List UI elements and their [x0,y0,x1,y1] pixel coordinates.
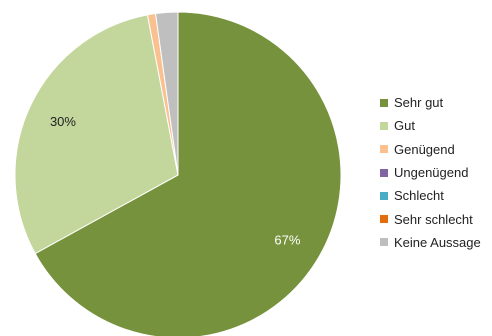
legend-swatch [380,215,388,224]
data-label-gut: 30% [50,114,76,129]
pie-slice-sehr-gut [34,11,342,336]
legend-swatch [380,145,388,154]
legend-label: Ungenügend [394,165,469,181]
data-label-sehr-gut: 67% [274,233,300,248]
legend-item-gut: Gut [380,114,481,137]
legend-label: Gut [394,118,415,134]
legend-item-schlecht: Schlecht [380,184,481,207]
legend-item-sehr-schlecht: Sehr schlecht [380,207,481,230]
legend-label: Keine Aussage [394,234,481,250]
legend-swatch [380,98,388,107]
legend-swatch [380,238,388,247]
legend-swatch [380,121,388,130]
legend-item-ungenügend: Ungenügend [380,161,481,184]
pie-slice-keine-aussage [154,11,179,176]
chart-legend: Sehr gut Gut Genügend Ungenügend Schlecht Seh… [380,91,481,254]
pie-slice-gut [14,14,179,255]
pie-data-labels: 67% 30% [50,114,301,248]
pie-slices [14,11,342,336]
legend-label: Sehr schlecht [394,211,473,227]
legend-label: Sehr gut [394,95,444,111]
legend-item-keine-aussage: Keine Aussage [380,231,481,254]
legend-item-genügend: Genügend [380,138,481,161]
legend-label: Schlecht [394,188,444,204]
legend-swatch [380,191,388,200]
legend-swatch [380,168,388,177]
legend-item-sehr-gut: Sehr gut [380,91,481,114]
legend-label: Genügend [394,141,455,157]
